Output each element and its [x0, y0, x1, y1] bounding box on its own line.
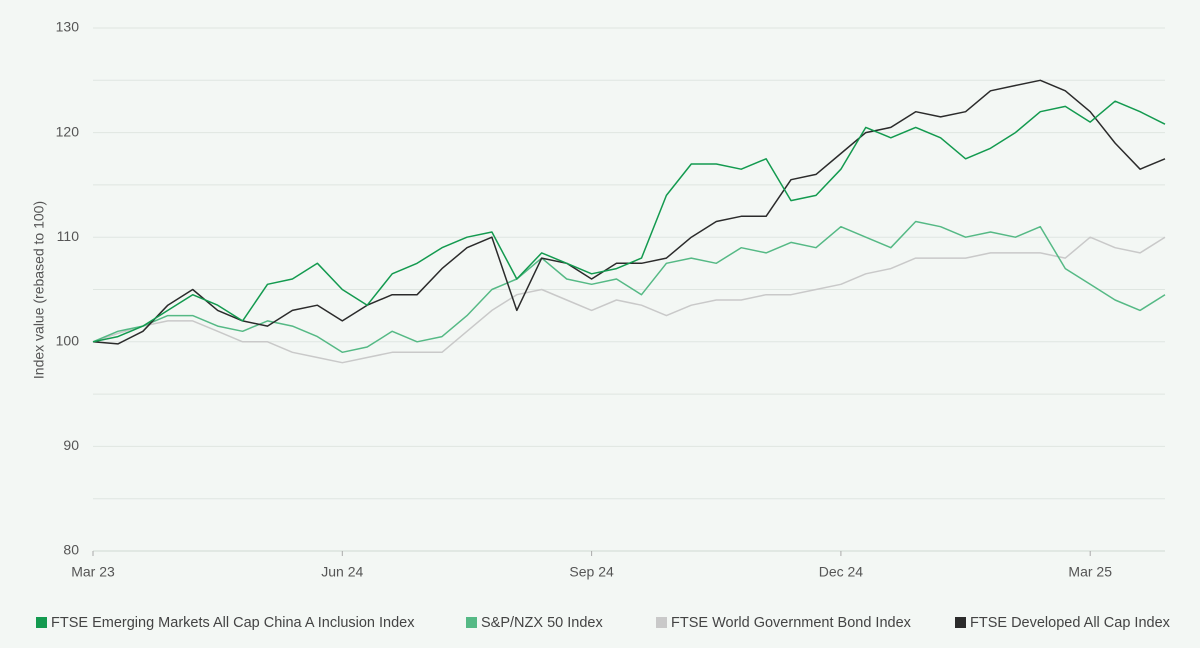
series-line: [92, 236, 1166, 364]
x-tick-label: Jun 24: [321, 564, 363, 580]
legend-label: S&P/NZX 50 Index: [481, 615, 603, 631]
legend-swatch: [955, 617, 966, 628]
x-tick-label: Mar 25: [1068, 564, 1112, 580]
x-tick-label: Sep 24: [569, 564, 614, 580]
series-line: [92, 220, 1166, 354]
legend-swatch: [36, 617, 47, 628]
y-tick-label: 130: [56, 19, 80, 35]
y-tick-label: 100: [56, 333, 80, 349]
x-tick-label: Dec 24: [819, 564, 864, 580]
y-tick-label: 110: [57, 228, 80, 244]
legend-label: FTSE Developed All Cap Index: [970, 615, 1171, 631]
y-tick-label: 80: [63, 542, 79, 558]
y-axis-label: Index value (rebased to 100): [31, 201, 47, 379]
series-line: [92, 100, 1166, 343]
x-tick-label: Mar 23: [71, 564, 115, 580]
y-tick-label: 90: [63, 437, 79, 453]
legend-label: FTSE Emerging Markets All Cap China A In…: [51, 615, 415, 631]
legend-swatch: [656, 617, 667, 628]
y-tick-label: 120: [56, 123, 80, 139]
legend-swatch: [466, 617, 477, 628]
legend-label: FTSE World Government Bond Index: [671, 615, 912, 631]
